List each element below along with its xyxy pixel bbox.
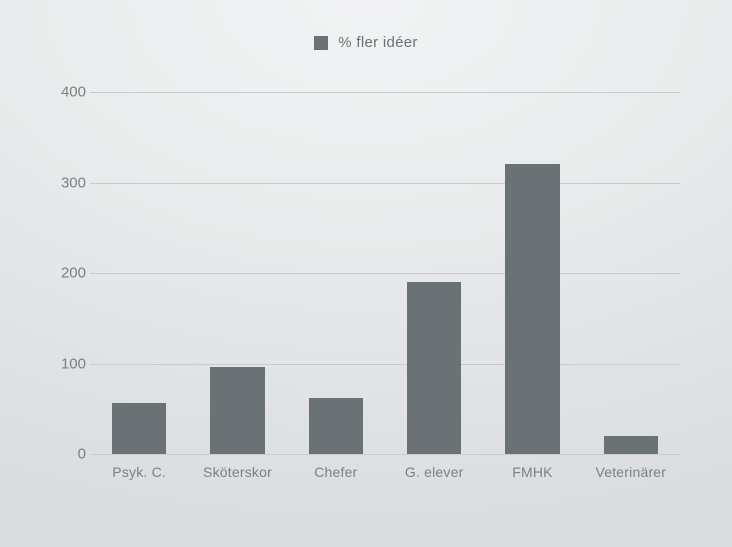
bar bbox=[309, 398, 363, 454]
legend: % fler idéer bbox=[0, 34, 732, 55]
x-tick-label: Veterinärer bbox=[582, 464, 680, 480]
x-tick-label: Sköterskor bbox=[188, 464, 286, 480]
y-tick-label: 0 bbox=[50, 446, 86, 463]
bars-layer: Psyk. C.SköterskorCheferG. eleverFMHKVet… bbox=[90, 92, 680, 454]
bar bbox=[407, 282, 461, 454]
bar-slot: Chefer bbox=[287, 92, 385, 454]
y-tick-label: 100 bbox=[50, 355, 86, 372]
x-tick-label: Chefer bbox=[287, 464, 385, 480]
bar bbox=[505, 164, 559, 454]
gridline bbox=[90, 454, 680, 455]
bar-slot: G. elever bbox=[385, 92, 483, 454]
x-tick-label: FMHK bbox=[483, 464, 581, 480]
bar-slot: Psyk. C. bbox=[90, 92, 188, 454]
bar-slot: FMHK bbox=[483, 92, 581, 454]
bar-slot: Veterinärer bbox=[582, 92, 680, 454]
y-tick-label: 200 bbox=[50, 265, 86, 282]
legend-swatch bbox=[314, 36, 328, 50]
x-tick-label: Psyk. C. bbox=[90, 464, 188, 480]
bar bbox=[210, 367, 264, 454]
y-tick-label: 300 bbox=[50, 174, 86, 191]
bar-chart: Psyk. C.SköterskorCheferG. eleverFMHKVet… bbox=[90, 92, 680, 454]
plot-area: Psyk. C.SköterskorCheferG. eleverFMHKVet… bbox=[90, 92, 680, 454]
legend-item: % fler idéer bbox=[314, 34, 417, 51]
bar-slot: Sköterskor bbox=[188, 92, 286, 454]
bar bbox=[112, 403, 166, 454]
x-tick-label: G. elever bbox=[385, 464, 483, 480]
y-tick-label: 400 bbox=[50, 84, 86, 101]
bar bbox=[604, 436, 658, 454]
legend-label: % fler idéer bbox=[338, 34, 417, 51]
